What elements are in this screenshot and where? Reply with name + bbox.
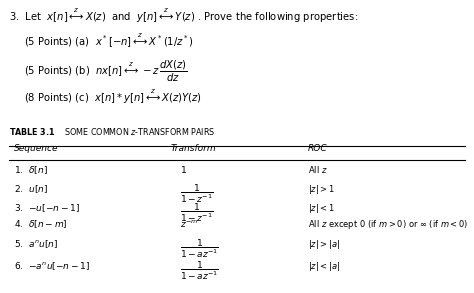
Text: $\dfrac{1}{1-az^{-1}}$: $\dfrac{1}{1-az^{-1}}$	[180, 238, 219, 260]
Text: $z^{-m}$: $z^{-m}$	[180, 218, 198, 229]
Text: $\mathbf{TABLE\ 3.1}$    SOME COMMON $z$-TRANSFORM PAIRS: $\mathbf{TABLE\ 3.1}$ SOME COMMON $z$-TR…	[9, 126, 216, 137]
Text: All $z$: All $z$	[308, 164, 328, 175]
Text: 2.  $u[n]$: 2. $u[n]$	[14, 183, 48, 195]
Text: 6.  $-a^n u[-n-1]$: 6. $-a^n u[-n-1]$	[14, 260, 90, 272]
Text: $\dfrac{1}{1-z^{-1}}$: $\dfrac{1}{1-z^{-1}}$	[180, 202, 214, 224]
Text: ROC: ROC	[308, 144, 328, 153]
Text: Transform: Transform	[171, 144, 216, 153]
Text: 3.  Let  $x[n]\overset{z}{\longleftrightarrow}X(z)$  and  $y[n]\overset{z}{\long: 3. Let $x[n]\overset{z}{\longleftrightar…	[9, 7, 359, 25]
Text: Sequence: Sequence	[14, 144, 59, 153]
Text: $\dfrac{1}{1-az^{-1}}$: $\dfrac{1}{1-az^{-1}}$	[180, 260, 219, 282]
Text: $|z|>|a|$: $|z|>|a|$	[308, 238, 340, 251]
Text: (8 Points) (c)  $x[n]*y[n]\overset{z}{\longleftrightarrow}X(z)Y(z)$: (8 Points) (c) $x[n]*y[n]\overset{z}{\lo…	[24, 88, 202, 106]
Text: $1$: $1$	[180, 164, 187, 175]
Text: 1.  $\delta[n]$: 1. $\delta[n]$	[14, 164, 48, 176]
Text: 4.  $\delta[n-m]$: 4. $\delta[n-m]$	[14, 218, 68, 230]
Text: All $z$ except 0 (if $m>0$) or $\infty$ (if $m<0$): All $z$ except 0 (if $m>0$) or $\infty$ …	[308, 218, 469, 231]
Text: (5 Points) (a)  $x^*[-n]\overset{z}{\longleftrightarrow}X^*(1/z^*)$: (5 Points) (a) $x^*[-n]\overset{z}{\long…	[24, 31, 194, 49]
Text: (5 Points) (b)  $nx[n]\overset{z}{\longleftrightarrow}-z\,\dfrac{dX(z)}{dz}$: (5 Points) (b) $nx[n]\overset{z}{\longle…	[24, 59, 187, 84]
Text: $\dfrac{1}{1-z^{-1}}$: $\dfrac{1}{1-z^{-1}}$	[180, 183, 214, 205]
Text: 5.  $a^n u[n]$: 5. $a^n u[n]$	[14, 238, 58, 250]
Text: $|z|>1$: $|z|>1$	[308, 183, 335, 196]
Text: 3.  $-u[-n-1]$: 3. $-u[-n-1]$	[14, 202, 80, 214]
Text: $|z|<1$: $|z|<1$	[308, 202, 335, 215]
Text: $|z|<|a|$: $|z|<|a|$	[308, 260, 340, 273]
